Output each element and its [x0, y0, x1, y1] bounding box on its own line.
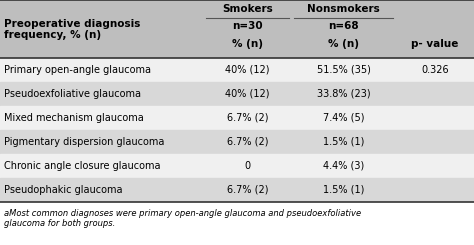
Bar: [0, 130, 474, 154]
Text: 1.5% (1): 1.5% (1): [323, 185, 365, 195]
Bar: [0, 82, 474, 106]
Bar: [0, 0, 474, 58]
Text: 33.8% (23): 33.8% (23): [317, 89, 371, 98]
Text: 0.326: 0.326: [421, 65, 449, 74]
Text: 6.7% (2): 6.7% (2): [227, 137, 268, 147]
Text: Pseudophakic glaucoma: Pseudophakic glaucoma: [4, 185, 122, 195]
Text: Primary open-angle glaucoma: Primary open-angle glaucoma: [4, 65, 151, 74]
Bar: [0, 106, 474, 130]
Text: % (n): % (n): [232, 39, 263, 49]
Text: 6.7% (2): 6.7% (2): [227, 113, 268, 122]
Text: 6.7% (2): 6.7% (2): [227, 185, 268, 195]
Bar: [0, 202, 474, 236]
Text: 0: 0: [245, 161, 251, 171]
Text: Nonsmokers: Nonsmokers: [307, 4, 380, 14]
Text: Pigmentary dispersion glaucoma: Pigmentary dispersion glaucoma: [4, 137, 164, 147]
Text: aMost common diagnoses were primary open-angle glaucoma and pseudoexfoliative
gl: aMost common diagnoses were primary open…: [4, 209, 361, 229]
Text: 40% (12): 40% (12): [226, 65, 270, 74]
Text: Preoperative diagnosis
frequency, % (n): Preoperative diagnosis frequency, % (n): [4, 19, 140, 40]
Text: Mixed mechanism glaucoma: Mixed mechanism glaucoma: [4, 113, 144, 122]
Text: % (n): % (n): [328, 39, 359, 49]
Text: Pseudoexfoliative glaucoma: Pseudoexfoliative glaucoma: [4, 89, 141, 98]
Text: 4.4% (3): 4.4% (3): [323, 161, 365, 171]
Text: Chronic angle closure glaucoma: Chronic angle closure glaucoma: [4, 161, 160, 171]
Text: n=68: n=68: [328, 22, 359, 31]
Bar: [0, 178, 474, 202]
Bar: [0, 58, 474, 82]
Text: 40% (12): 40% (12): [226, 89, 270, 98]
Text: 51.5% (35): 51.5% (35): [317, 65, 371, 74]
Text: Smokers: Smokers: [222, 4, 273, 14]
Text: 7.4% (5): 7.4% (5): [323, 113, 365, 122]
Bar: [0, 154, 474, 178]
Text: p- value: p- value: [411, 39, 458, 49]
Text: 1.5% (1): 1.5% (1): [323, 137, 365, 147]
Text: n=30: n=30: [232, 22, 263, 31]
